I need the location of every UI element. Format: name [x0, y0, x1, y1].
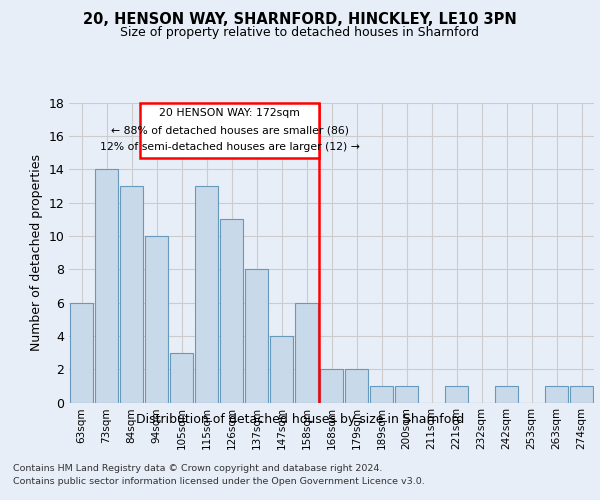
Bar: [395, 386, 418, 402]
Bar: [220, 219, 244, 402]
Text: ← 88% of detached houses are smaller (86): ← 88% of detached houses are smaller (86…: [110, 125, 349, 135]
Bar: [320, 369, 343, 402]
Bar: [370, 386, 394, 402]
Bar: [119, 186, 143, 402]
Bar: [245, 269, 268, 402]
Text: Contains HM Land Registry data © Crown copyright and database right 2024.: Contains HM Land Registry data © Crown c…: [13, 464, 383, 473]
Y-axis label: Number of detached properties: Number of detached properties: [30, 154, 43, 351]
Text: Contains public sector information licensed under the Open Government Licence v3: Contains public sector information licen…: [13, 478, 425, 486]
Bar: [445, 386, 469, 402]
Bar: [295, 302, 319, 402]
Bar: [494, 386, 518, 402]
Text: Size of property relative to detached houses in Sharnford: Size of property relative to detached ho…: [121, 26, 479, 39]
Bar: [269, 336, 293, 402]
Bar: [194, 186, 218, 402]
Text: 12% of semi-detached houses are larger (12) →: 12% of semi-detached houses are larger (…: [100, 142, 359, 152]
Bar: [95, 169, 118, 402]
Bar: [145, 236, 169, 402]
Text: 20, HENSON WAY, SHARNFORD, HINCKLEY, LE10 3PN: 20, HENSON WAY, SHARNFORD, HINCKLEY, LE1…: [83, 12, 517, 28]
Bar: [545, 386, 568, 402]
Text: 20 HENSON WAY: 172sqm: 20 HENSON WAY: 172sqm: [159, 108, 300, 118]
Bar: [569, 386, 593, 402]
Text: Distribution of detached houses by size in Sharnford: Distribution of detached houses by size …: [136, 412, 464, 426]
Bar: [170, 352, 193, 403]
FancyBboxPatch shape: [140, 102, 319, 158]
Bar: [70, 302, 94, 402]
Bar: [344, 369, 368, 402]
